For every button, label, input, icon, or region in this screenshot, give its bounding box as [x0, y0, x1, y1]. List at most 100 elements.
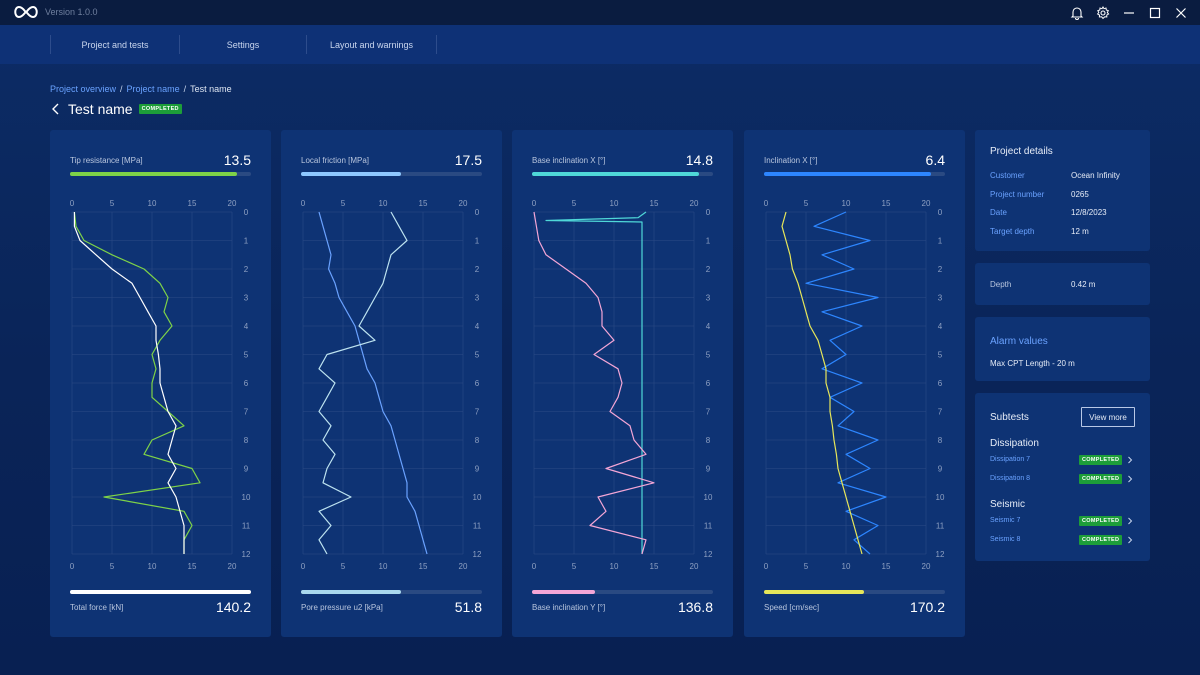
depth-tick: 10 — [936, 493, 945, 502]
metric-bar-top — [301, 172, 482, 176]
depth-tick: 2 — [938, 265, 943, 274]
depth-tick: 9 — [244, 465, 249, 474]
depth-tick: 7 — [938, 408, 943, 417]
nav-item-settings[interactable]: Settings — [226, 39, 260, 50]
breadcrumb-project-name[interactable]: Project name — [126, 84, 180, 94]
subtest-group-dissipation: Dissipation — [990, 438, 1039, 449]
x-tick-top: 5 — [572, 199, 577, 208]
subtest-link-dissipation-7[interactable]: Dissipation 7 — [990, 456, 1031, 463]
depth-tick: 7 — [706, 408, 711, 417]
depth-tick: 0 — [706, 208, 711, 217]
x-tick-bottom: 15 — [882, 562, 891, 571]
depth-tick: 0 — [475, 208, 480, 217]
metric-value-top: 6.4 — [925, 152, 945, 168]
depth-tick: 10 — [242, 493, 251, 502]
nav-item-layout-and-warnings[interactable]: Layout and warnings — [329, 39, 414, 50]
metric-value-top: 13.5 — [223, 152, 251, 168]
x-tick-top: 20 — [922, 199, 931, 208]
metric-label-top: Tip resistance [MPa] — [70, 156, 143, 165]
chevron-right-icon[interactable] — [1126, 475, 1134, 483]
depth-tick: 10 — [704, 493, 713, 502]
nav-divider — [179, 35, 180, 54]
x-tick-top: 20 — [228, 199, 237, 208]
metric-value-top: 14.8 — [685, 152, 713, 168]
depth-tick: 10 — [473, 493, 482, 502]
metric-label-bottom: Speed [cm/sec] — [764, 603, 820, 612]
depth-tick: 12 — [936, 550, 945, 559]
chevron-right-icon[interactable] — [1126, 536, 1134, 544]
depth-tick: 9 — [938, 465, 943, 474]
x-tick-bottom: 15 — [188, 562, 197, 571]
depth-tick: 5 — [244, 351, 249, 360]
subtest-link-seismic-8[interactable]: Seismic 8 — [990, 536, 1021, 543]
metric-label-top: Base inclination X [°] — [532, 156, 606, 165]
status-badge: COMPLETED — [1079, 535, 1123, 545]
x-tick-bottom: 20 — [690, 562, 699, 571]
x-tick-top: 5 — [110, 199, 115, 208]
depth-tick: 2 — [706, 265, 711, 274]
metric-bar-top — [532, 172, 713, 176]
metric-bar-fill — [70, 590, 251, 594]
alarm-values-heading: Alarm values — [990, 336, 1048, 347]
status-badge: COMPLETED — [1079, 455, 1123, 465]
metric-bar-fill — [532, 590, 596, 594]
x-tick-bottom: 5 — [572, 562, 577, 571]
chevron-right-icon[interactable] — [1126, 517, 1134, 525]
depth-tick: 1 — [475, 237, 480, 246]
top-nav: Project and tests Settings Layout and wa… — [0, 25, 1200, 64]
view-more-button[interactable]: View more — [1081, 407, 1135, 427]
nav-divider — [436, 35, 437, 54]
x-tick-top: 0 — [532, 199, 537, 208]
bell-icon[interactable] — [1068, 4, 1086, 22]
series-line-2 — [318, 211, 408, 555]
metric-bar-bottom — [301, 590, 482, 594]
depth-tick: 3 — [244, 294, 249, 303]
x-tick-bottom: 0 — [532, 562, 537, 571]
x-tick-bottom: 20 — [922, 562, 931, 571]
breadcrumb-project-overview[interactable]: Project overview — [50, 84, 117, 94]
depth-tick: 9 — [706, 465, 711, 474]
x-tick-bottom: 15 — [419, 562, 428, 571]
depth-tick: 5 — [475, 351, 480, 360]
subtest-link-seismic-7[interactable]: Seismic 7 — [990, 517, 1021, 524]
alarm-value-text: Max CPT Length - 20 m — [990, 359, 1075, 368]
series-line-1 — [73, 211, 201, 554]
depth-tick: 9 — [475, 465, 480, 474]
title-bar: Version 1.0.0 — [0, 0, 1200, 25]
x-tick-top: 10 — [379, 199, 388, 208]
metric-label-bottom: Total force [kN] — [70, 603, 124, 612]
app-version: Version 1.0.0 — [45, 7, 98, 17]
series-line-2 — [533, 211, 655, 555]
x-tick-bottom: 5 — [804, 562, 809, 571]
minimize-icon[interactable] — [1120, 4, 1138, 22]
detail-key: Customer — [990, 171, 1025, 180]
status-badge: COMPLETED — [1079, 516, 1123, 526]
chevron-right-icon[interactable] — [1126, 456, 1134, 464]
depth-tick: 12 — [242, 550, 251, 559]
depth-tick: 12 — [473, 550, 482, 559]
x-tick-top: 10 — [610, 199, 619, 208]
depth-tick: 6 — [938, 379, 943, 388]
x-tick-top: 20 — [459, 199, 468, 208]
breadcrumb-separator: / — [120, 84, 123, 94]
x-tick-bottom: 10 — [379, 562, 388, 571]
metric-value-bottom: 136.8 — [677, 599, 713, 615]
x-tick-top: 15 — [188, 199, 197, 208]
subtests-heading: Subtests — [990, 412, 1029, 423]
subtest-group-seismic: Seismic — [990, 499, 1026, 510]
metric-value-top: 17.5 — [454, 152, 482, 168]
subtest-link-dissipation-8[interactable]: Dissipation 8 — [990, 475, 1031, 482]
metric-bar-bottom — [764, 590, 945, 594]
depth-tick: 8 — [938, 436, 943, 445]
gear-icon[interactable] — [1094, 4, 1112, 22]
maximize-icon[interactable] — [1146, 4, 1164, 22]
metric-bar-fill — [301, 172, 401, 176]
depth-tick: 2 — [244, 265, 249, 274]
page-header: Test name COMPLETED — [50, 101, 182, 117]
chevron-left-icon[interactable] — [50, 101, 62, 117]
nav-item-project-and-tests[interactable]: Project and tests — [81, 39, 149, 50]
close-icon[interactable] — [1172, 4, 1190, 22]
